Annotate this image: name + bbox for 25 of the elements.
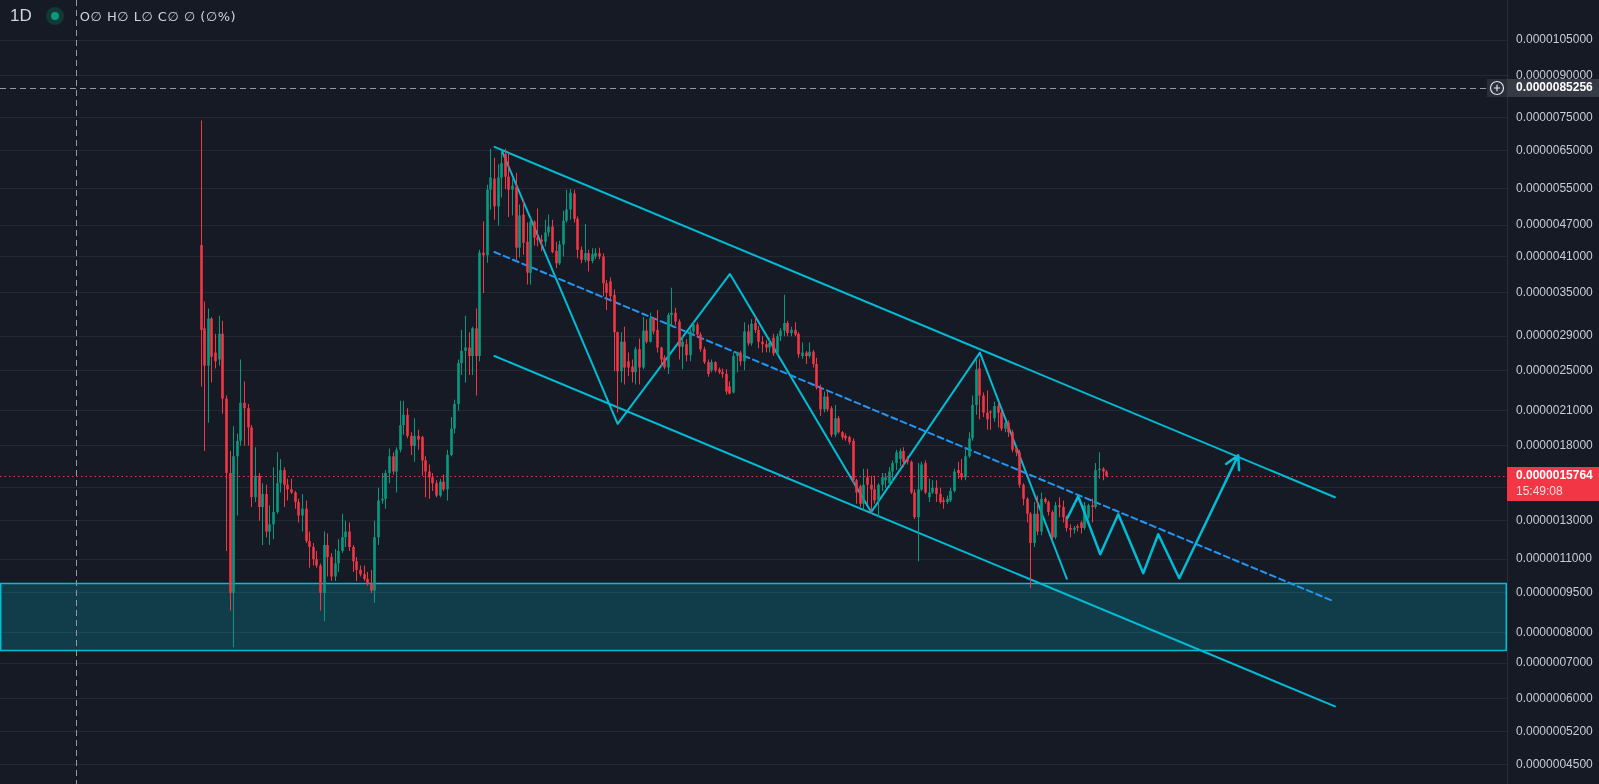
ref-line-label: 0.0000085256 bbox=[1516, 80, 1594, 95]
y-tick-label: 0.0000029000 bbox=[1516, 328, 1594, 343]
y-tick-label: 0.0000009500 bbox=[1516, 585, 1594, 600]
chart-title: 1D bbox=[10, 6, 32, 26]
y-tick-label: 0.0000055000 bbox=[1516, 181, 1594, 196]
y-tick-label: 0.0000021000 bbox=[1516, 402, 1594, 417]
y-tick-label: 0.0000075000 bbox=[1516, 109, 1594, 124]
y-tick-label: 0.0000007000 bbox=[1516, 655, 1594, 670]
y-tick-label: 0.0000105000 bbox=[1516, 32, 1594, 47]
y-tick-label: 0.0000090000 bbox=[1516, 67, 1594, 82]
y-tick-label: 0.0000041000 bbox=[1516, 248, 1594, 263]
y-tick-label: 0.0000035000 bbox=[1516, 285, 1594, 300]
y-tick-label: 0.0000011000 bbox=[1516, 551, 1593, 566]
ref-line-label: 0.0000015764 bbox=[1516, 468, 1594, 483]
y-tick-label: 0.0000005200 bbox=[1516, 723, 1594, 738]
y-tick-label: 0.0000004500 bbox=[1516, 757, 1594, 772]
y-tick-label: 0.0000018000 bbox=[1516, 438, 1594, 453]
text: O∅ H∅ L∅ C∅ ∅ (∅%) bbox=[79, 8, 237, 24]
text: 15:49:08 bbox=[1516, 484, 1564, 499]
y-tick-label: 0.0000065000 bbox=[1516, 142, 1594, 157]
y-tick-label: 0.0000006000 bbox=[1516, 690, 1594, 705]
y-tick-label: 0.0000008000 bbox=[1516, 624, 1594, 639]
y-tick-label: 0.0000013000 bbox=[1516, 513, 1594, 528]
y-tick-label: 0.0000047000 bbox=[1516, 217, 1594, 232]
y-tick-label: 0.0000025000 bbox=[1516, 362, 1594, 377]
